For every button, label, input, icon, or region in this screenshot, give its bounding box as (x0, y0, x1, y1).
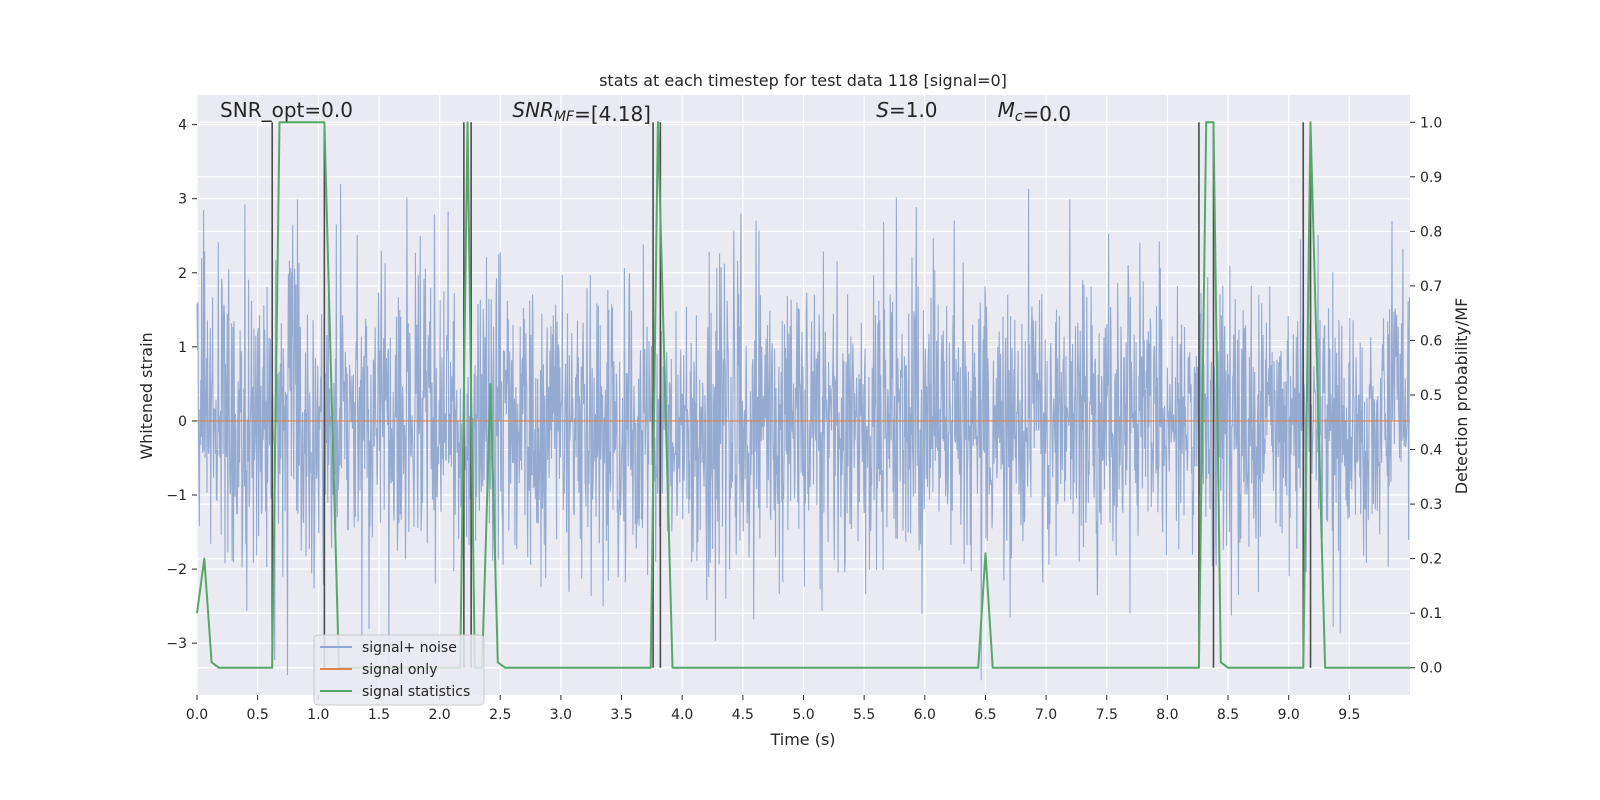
y-tick-label-5: 2 (178, 266, 187, 282)
noise-trace (196, 183, 1411, 681)
y-right-tick-label-9: 0.9 (1420, 170, 1442, 186)
y-right-tick-label-1: 0.1 (1420, 606, 1442, 622)
x-tick-label-12: 6.0 (914, 707, 936, 723)
y-right-tick-label-7: 0.7 (1420, 279, 1442, 295)
signal-statistics-series (196, 121, 1410, 669)
legend-label-2: signal statistics (362, 684, 470, 700)
x-tick-label-5: 2.5 (489, 707, 511, 723)
signal-plus-noise-series (196, 183, 1411, 681)
x-tick-label-0: 0.0 (186, 707, 208, 723)
x-tick-label-18: 9.0 (1278, 707, 1300, 723)
y-right-tick-label-8: 0.8 (1420, 224, 1442, 240)
annotation-1: SNRMF=[4.18] (512, 98, 651, 126)
legend[interactable]: signal+ noise signal only signal statistic… (313, 634, 485, 706)
x-tick-label-11: 5.5 (853, 707, 875, 723)
legend-label-0: signal+ noise (362, 640, 457, 656)
y-right-tick-label-5: 0.5 (1420, 388, 1442, 404)
y-axis-left-label: Whitened strain (137, 332, 156, 459)
x-axis-ticks: 0.0 0.5 1.0 1.5 2.0 2.5 3.0 3.5 4.0 4.5 5.0 5.5 6.0 6… (186, 695, 1360, 723)
y-right-tick-label-10: 1.0 (1420, 115, 1442, 131)
y-right-tick-label-4: 0.4 (1420, 443, 1442, 459)
y-axis-left-ticks: −3 −2 −1 0 1 2 3 4 (166, 118, 197, 652)
y-right-tick-label-6: 0.6 (1420, 333, 1442, 349)
chart-title: stats at each timestep for test data 118… (599, 71, 1007, 90)
annotation-3: Mc=0.0 (998, 98, 1072, 126)
x-tick-label-14: 7.0 (1035, 707, 1057, 723)
y-tick-label-2: −1 (166, 488, 187, 504)
annotation-2: S=1.0 (876, 98, 937, 122)
annotations: SNR_opt=0.0 SNRMF=[4.18] S=1.0 Mc=0.0 (220, 98, 1071, 126)
x-tick-label-13: 6.5 (974, 707, 996, 723)
x-axis-label: Time (s) (769, 730, 835, 749)
x-tick-label-3: 1.5 (368, 707, 390, 723)
y-tick-label-0: −3 (166, 636, 187, 652)
x-tick-label-10: 5.0 (792, 707, 814, 723)
x-tick-label-6: 3.0 (550, 707, 572, 723)
y-tick-label-3: 0 (178, 414, 187, 430)
signal-statistics-line (196, 121, 1410, 669)
legend-box (313, 634, 485, 706)
y-right-tick-label-0: 0.0 (1420, 661, 1442, 677)
x-tick-label-4: 2.0 (428, 707, 450, 723)
y-tick-label-7: 4 (178, 118, 187, 134)
x-tick-label-19: 9.5 (1338, 707, 1360, 723)
y-tick-label-4: 1 (178, 340, 187, 356)
y-axis-right-label: Detection probability/MF (1452, 298, 1471, 495)
x-tick-label-16: 8.0 (1156, 707, 1178, 723)
x-tick-label-1: 0.5 (247, 707, 269, 723)
x-tick-label-15: 7.5 (1096, 707, 1118, 723)
x-tick-label-17: 8.5 (1217, 707, 1239, 723)
x-tick-label-9: 4.5 (732, 707, 754, 723)
y-right-tick-label-2: 0.2 (1420, 552, 1442, 568)
x-tick-label-8: 4.0 (671, 707, 693, 723)
x-tick-label-2: 1.0 (307, 707, 329, 723)
y-right-tick-label-3: 0.3 (1420, 497, 1442, 513)
legend-label-1: signal only (362, 662, 437, 678)
annotation-0: SNR_opt=0.0 (220, 98, 353, 122)
y-tick-label-1: −2 (166, 562, 187, 578)
x-tick-label-7: 3.5 (610, 707, 632, 723)
y-axis-right-ticks: 0.0 0.1 0.2 0.3 0.4 0.5 0.6 0.7 0.8 0.9 1.0 (1410, 115, 1442, 677)
y-tick-label-6: 3 (178, 192, 187, 208)
